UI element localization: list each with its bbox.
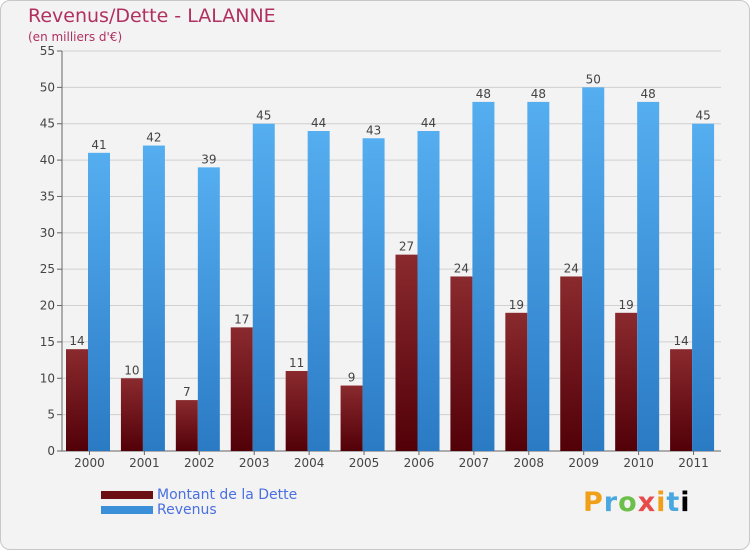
data-label-dette: 24 [454, 261, 469, 275]
legend-item-revenus: Revenus [101, 501, 297, 518]
legend-label-dette: Montant de la Dette [157, 486, 298, 503]
bar-dette [450, 276, 473, 451]
bar-dette [340, 385, 363, 451]
x-tick-label: 2008 [514, 456, 545, 470]
chart-subtitle: (en milliers d'€) [28, 30, 123, 44]
bar-dette [175, 400, 198, 451]
data-label-dette: 11 [289, 356, 304, 370]
data-label-dette: 10 [124, 363, 139, 377]
bar-dette [615, 312, 638, 451]
bar-dette [285, 371, 308, 451]
bar-revenus [88, 152, 110, 451]
bar-revenus [582, 87, 605, 451]
legend-swatch-revenus [101, 505, 153, 514]
data-label-revenus: 45 [256, 109, 271, 123]
bar-dette [560, 276, 583, 451]
bar-revenus [472, 101, 495, 451]
data-label-dette: 24 [564, 261, 579, 275]
bar-revenus [417, 131, 440, 451]
x-tick-label: 2004 [294, 456, 325, 470]
x-tick-label: 2009 [568, 456, 599, 470]
x-tick-label: 2006 [404, 456, 435, 470]
bar-dette [66, 349, 88, 451]
legend-swatch-dette [101, 490, 153, 499]
y-tick-label: 40 [40, 153, 55, 167]
data-label-revenus: 45 [695, 109, 710, 123]
data-label-revenus: 44 [311, 116, 326, 130]
bar-dette [120, 378, 143, 451]
x-tick-label: 2003 [239, 456, 270, 470]
bar-revenus [307, 131, 330, 451]
y-tick-label: 35 [40, 189, 55, 203]
data-label-dette: 19 [509, 298, 524, 312]
x-tick-label: 2007 [459, 456, 490, 470]
legend: Montant de la Dette Revenus [101, 486, 298, 518]
data-label-revenus: 50 [586, 72, 601, 86]
data-label-revenus: 41 [91, 138, 106, 152]
bar-dette [230, 327, 253, 451]
y-tick-label: 25 [40, 262, 55, 276]
x-tick-label: 2000 [74, 456, 105, 470]
data-label-revenus: 39 [201, 152, 216, 166]
y-tick-label: 55 [40, 44, 55, 58]
chart-title: Revenus/Dette - LALANNE [28, 5, 276, 27]
y-tick-label: 20 [40, 299, 55, 313]
x-tick-label: 2005 [349, 456, 380, 470]
bar-revenus [362, 138, 385, 452]
bar-revenus [142, 145, 165, 451]
bar-revenus [637, 101, 660, 451]
data-label-dette: 14 [673, 334, 688, 348]
data-label-dette: 7 [183, 385, 191, 399]
data-label-revenus: 42 [146, 131, 161, 145]
y-tick-label: 30 [40, 226, 55, 240]
data-label-dette: 14 [69, 334, 84, 348]
bar-dette [670, 349, 693, 451]
data-label-revenus: 43 [366, 123, 381, 137]
x-tick-label: 2002 [184, 456, 215, 470]
bar-revenus [252, 123, 275, 452]
y-tick-label: 5 [47, 408, 55, 422]
y-tick-label: 10 [40, 371, 55, 385]
data-label-revenus: 48 [531, 87, 546, 101]
x-tick-label: 2010 [623, 456, 654, 470]
data-label-dette: 9 [348, 371, 356, 385]
y-tick-label: 0 [47, 444, 55, 458]
proxiti-logo: Proxiti [583, 487, 691, 518]
bar-revenus [197, 167, 220, 451]
y-tick-label: 50 [40, 80, 55, 94]
data-label-revenus: 48 [641, 87, 656, 101]
y-tick-label: 45 [40, 117, 55, 131]
legend-label-revenus: Revenus [157, 501, 217, 518]
x-tick-label: 2001 [129, 456, 160, 470]
bar-revenus [692, 123, 715, 452]
bar-dette [505, 312, 528, 451]
data-label-dette: 19 [619, 298, 634, 312]
data-label-dette: 27 [399, 240, 414, 254]
legend-item-dette: Montant de la Dette [101, 486, 298, 503]
data-label-revenus: 44 [421, 116, 436, 130]
y-tick-label: 15 [40, 335, 55, 349]
bar-dette [395, 254, 418, 451]
bar-revenus [527, 101, 550, 451]
data-label-dette: 17 [234, 312, 249, 326]
x-tick-label: 2011 [678, 456, 709, 470]
data-label-revenus: 48 [476, 87, 491, 101]
